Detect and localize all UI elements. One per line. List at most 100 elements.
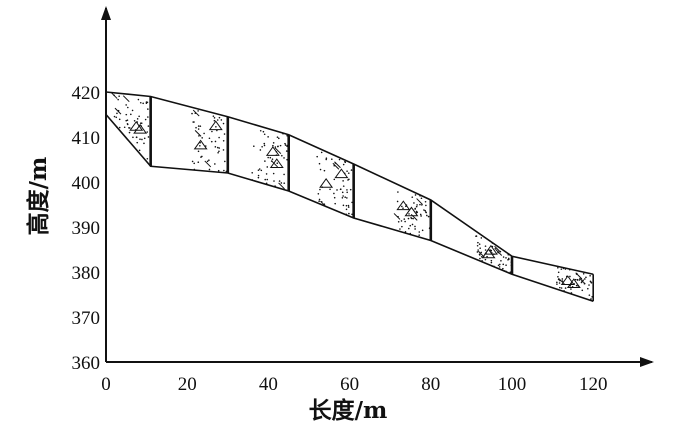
soil-dot: [208, 168, 211, 171]
soil-dot: [590, 298, 592, 300]
soil-dot: [125, 113, 128, 116]
soil-dot: [413, 202, 415, 204]
soil-dot: [348, 212, 350, 215]
soil-dot: [123, 126, 126, 129]
soil-dot: [587, 287, 589, 290]
soil-dot: [136, 118, 139, 120]
soil-dot: [147, 136, 150, 138]
soil-dot: [477, 249, 479, 251]
soil-dot: [206, 160, 209, 163]
soil-dot: [147, 108, 149, 110]
soil-dot: [273, 180, 275, 182]
soil-dot: [118, 126, 121, 129]
soil-dot: [258, 168, 261, 170]
soil-dot: [259, 149, 262, 151]
soil-dot: [199, 144, 201, 147]
soil-dot: [267, 136, 269, 138]
soil-dot: [217, 151, 219, 154]
soil-dot: [191, 160, 194, 163]
soil-texture: [110, 92, 593, 301]
soil-dot: [412, 217, 414, 220]
soil-dot: [325, 158, 328, 161]
soil-dot: [217, 169, 220, 172]
gravel-mark: [410, 213, 418, 221]
slope-outline: [105, 91, 595, 303]
y-tick-label: 420: [72, 83, 101, 104]
soil-dot: [425, 204, 427, 207]
soil-dot: [257, 174, 260, 177]
soil-dot: [132, 136, 134, 139]
soil-dot: [223, 133, 226, 135]
x-tick-label: 80: [421, 374, 440, 395]
soil-dot: [576, 279, 579, 281]
y-tick-label: 390: [72, 218, 101, 239]
soil-dot: [344, 160, 346, 163]
soil-dot: [497, 264, 500, 267]
soil-dot: [214, 146, 217, 148]
soil-dot: [421, 229, 424, 232]
soil-dot: [130, 113, 132, 116]
x-axis-title: 长度/m: [309, 397, 388, 424]
soil-dot: [419, 213, 422, 216]
soil-dot: [197, 110, 199, 112]
soil-dot: [420, 215, 422, 217]
soil-dot: [277, 145, 279, 148]
gravel-mark: [332, 162, 340, 170]
soil-dot: [341, 191, 344, 194]
soil-dot: [569, 275, 571, 278]
soil-dot: [118, 95, 120, 97]
soil-dot: [208, 159, 210, 161]
soil-dot: [141, 138, 143, 141]
soil-dot: [126, 119, 129, 121]
soil-dot: [502, 267, 504, 270]
soil-dot: [147, 125, 150, 127]
soil-dot: [218, 150, 220, 153]
soil-dot: [424, 209, 426, 212]
soil-dot: [145, 101, 148, 103]
soil-dot: [564, 287, 567, 289]
soil-dot: [113, 115, 116, 118]
gravel-triangle: [404, 206, 419, 217]
soil-dot: [276, 136, 279, 138]
soil-dot: [220, 119, 223, 121]
gravel-mark: [495, 249, 503, 256]
soil-dot: [424, 200, 427, 203]
soil-dot: [208, 137, 211, 140]
soil-dot: [318, 198, 321, 201]
soil-dot: [484, 245, 487, 247]
soil-dot: [400, 220, 403, 222]
soil-dot: [318, 162, 321, 165]
section-dividers: [149, 96, 514, 275]
soil-dot: [136, 141, 139, 144]
soil-dot: [214, 163, 216, 165]
soil-dot: [277, 137, 280, 140]
x-tick-labels: 0 20 40 60 80 100 120: [101, 374, 607, 395]
gravel-triangle: [396, 200, 411, 211]
soil-dot: [499, 263, 501, 266]
soil-dot: [115, 116, 118, 119]
soil-dot: [570, 288, 572, 290]
soil-dot: [116, 112, 118, 115]
soil-dot: [212, 115, 215, 117]
soil-dot: [128, 131, 131, 134]
slope-top-surface: [105, 91, 594, 276]
soil-dot: [404, 220, 406, 223]
soil-dot: [139, 138, 141, 141]
soil-dot: [560, 268, 563, 270]
soil-dot: [323, 169, 326, 172]
soil-dot: [409, 224, 412, 227]
soil-dot: [561, 278, 564, 280]
soil-dot: [260, 169, 263, 172]
soil-dot: [507, 258, 509, 261]
soil-dot: [133, 120, 136, 122]
soil-dot: [191, 112, 193, 115]
soil-dot: [505, 264, 507, 266]
soil-dot: [215, 125, 217, 128]
soil-dot: [142, 102, 144, 105]
soil-dot: [590, 281, 592, 283]
soil-dot: [589, 274, 591, 277]
soil-dot: [195, 126, 197, 129]
soil-dot: [475, 235, 477, 237]
gravel-mark: [579, 277, 586, 285]
